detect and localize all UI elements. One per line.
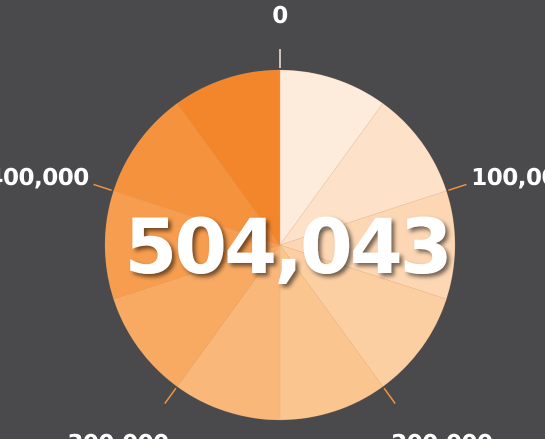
gauge-segment bbox=[279, 103, 447, 246]
gauge-segment bbox=[113, 244, 281, 387]
gauge-segment bbox=[279, 69, 384, 246]
tick-label: 300,000 bbox=[67, 431, 168, 439]
tick-label: 400,000 bbox=[0, 165, 89, 191]
tick-label: 100,000 bbox=[471, 165, 545, 191]
tick-line bbox=[93, 183, 112, 192]
tick-label: 0 bbox=[272, 3, 288, 29]
gauge-segment bbox=[279, 190, 456, 300]
tick-label: 200,000 bbox=[391, 431, 492, 439]
center-value: 504,043 bbox=[124, 202, 449, 291]
gauge-segment bbox=[176, 69, 281, 246]
tick-line bbox=[448, 183, 467, 192]
gauge-segment bbox=[113, 103, 281, 246]
gauge-segment bbox=[279, 244, 384, 421]
tick-line bbox=[164, 387, 177, 405]
gauge-segment bbox=[176, 244, 281, 421]
gauge-ticks: 0 100,000 200,000 300,000 400,000 bbox=[0, 3, 545, 439]
gauge-segment bbox=[279, 244, 447, 387]
tick-line bbox=[383, 387, 396, 405]
gauge-segments bbox=[104, 69, 456, 421]
